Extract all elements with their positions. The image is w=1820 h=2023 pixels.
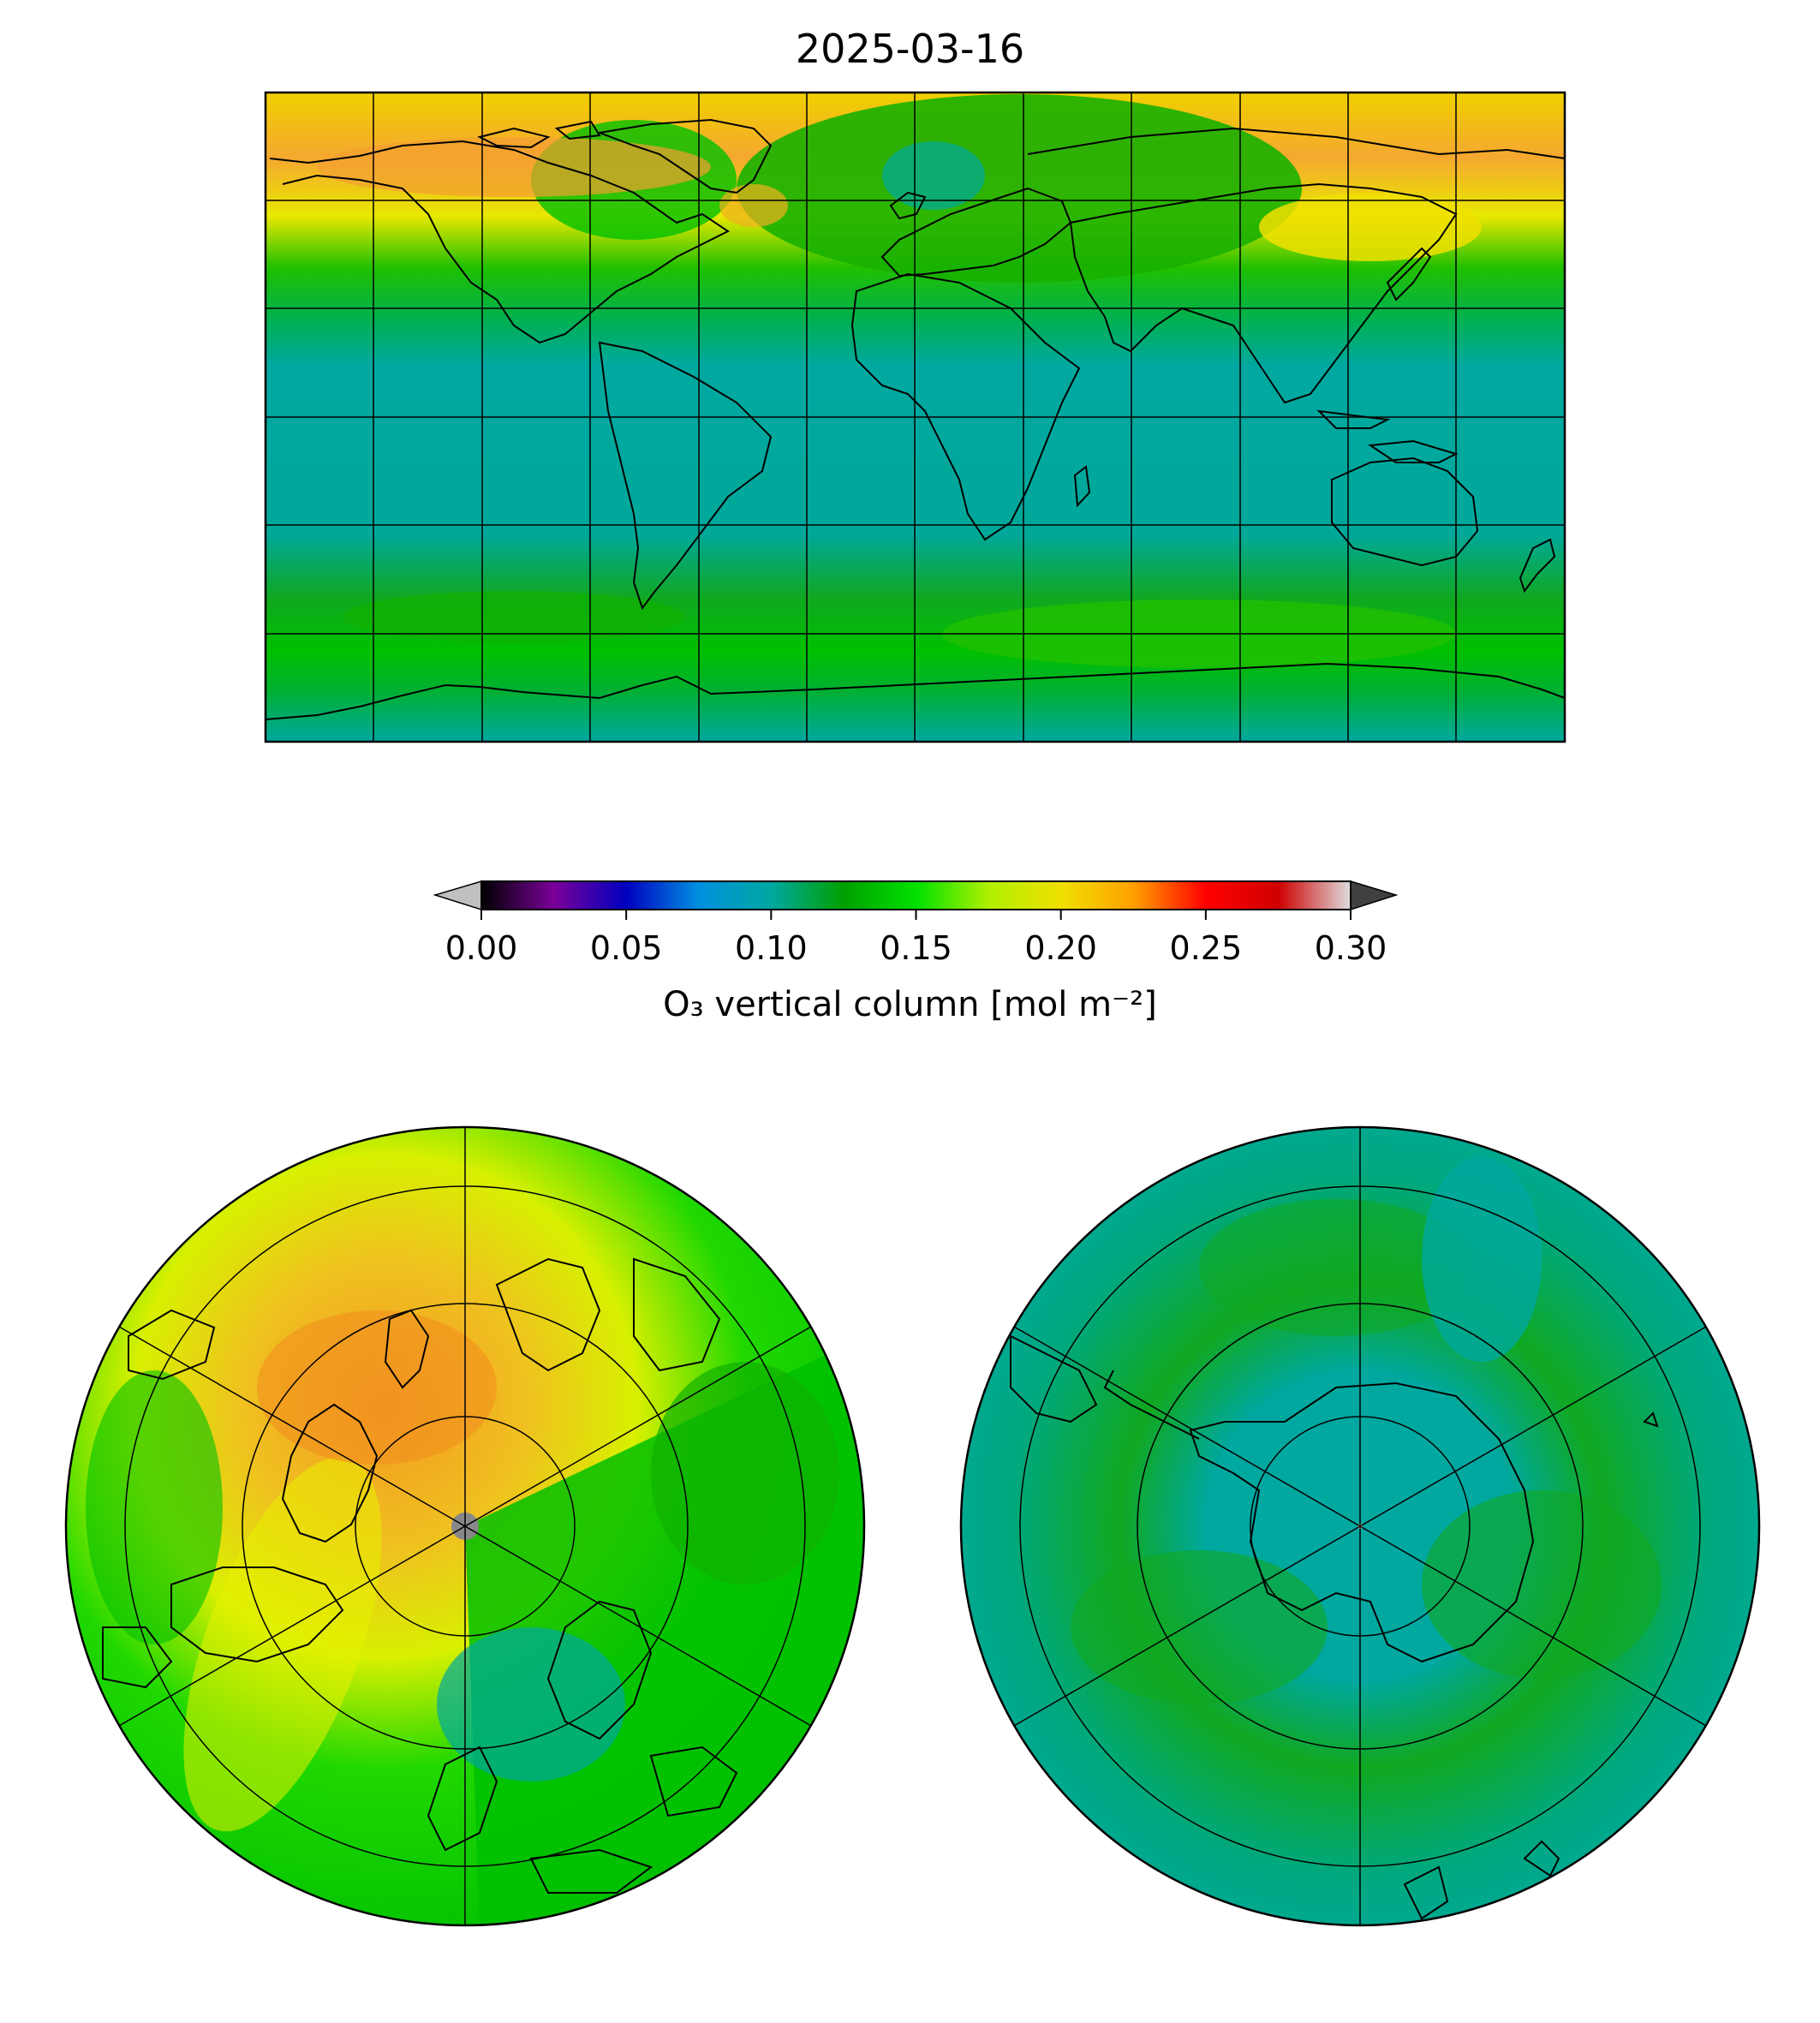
global-map-frame [264, 91, 1566, 743]
south-polar-gridlines [1013, 1127, 1707, 1925]
north-polar-features [86, 1257, 864, 1925]
colorbar-label: O₃ vertical column [mol m⁻²] [663, 985, 1157, 1024]
south-polar-frame [959, 1125, 1761, 1927]
south-polar-coastlines [1010, 1334, 1659, 1920]
colorbar-tick-label: 0.10 [735, 929, 808, 967]
south-polar-map [959, 1125, 1761, 1927]
global-gridlines [266, 92, 1565, 742]
colorbar-tick-label: 0.20 [1024, 929, 1097, 967]
north-polar-frame [64, 1125, 866, 1927]
colorbar-ticks: 0.00 0.05 0.10 0.15 0.20 0.25 0.30 [445, 910, 1387, 967]
colorbar: 0.00 0.05 0.10 0.15 0.20 0.25 0.30 [433, 880, 1399, 967]
colorbar-tick-label: 0.15 [880, 929, 952, 967]
north-polar-coastlines [102, 1257, 738, 1894]
north-polar-gridlines [118, 1127, 812, 1925]
global-map [264, 91, 1566, 743]
colorbar-over-arrow [1350, 880, 1399, 911]
global-map-features [266, 94, 1565, 720]
colorbar-gradient [481, 881, 1351, 910]
colorbar-tick-label: 0.25 [1170, 929, 1243, 967]
colorbar-tick-label: 0.00 [445, 929, 518, 967]
north-polar-map [64, 1125, 866, 1927]
colorbar-tick-label: 0.30 [1315, 929, 1387, 967]
colorbar-under-arrow [433, 880, 482, 911]
figure-title: 2025-03-16 [795, 26, 1025, 72]
colorbar-tick-label: 0.05 [590, 929, 663, 967]
coastlines [266, 118, 1565, 720]
